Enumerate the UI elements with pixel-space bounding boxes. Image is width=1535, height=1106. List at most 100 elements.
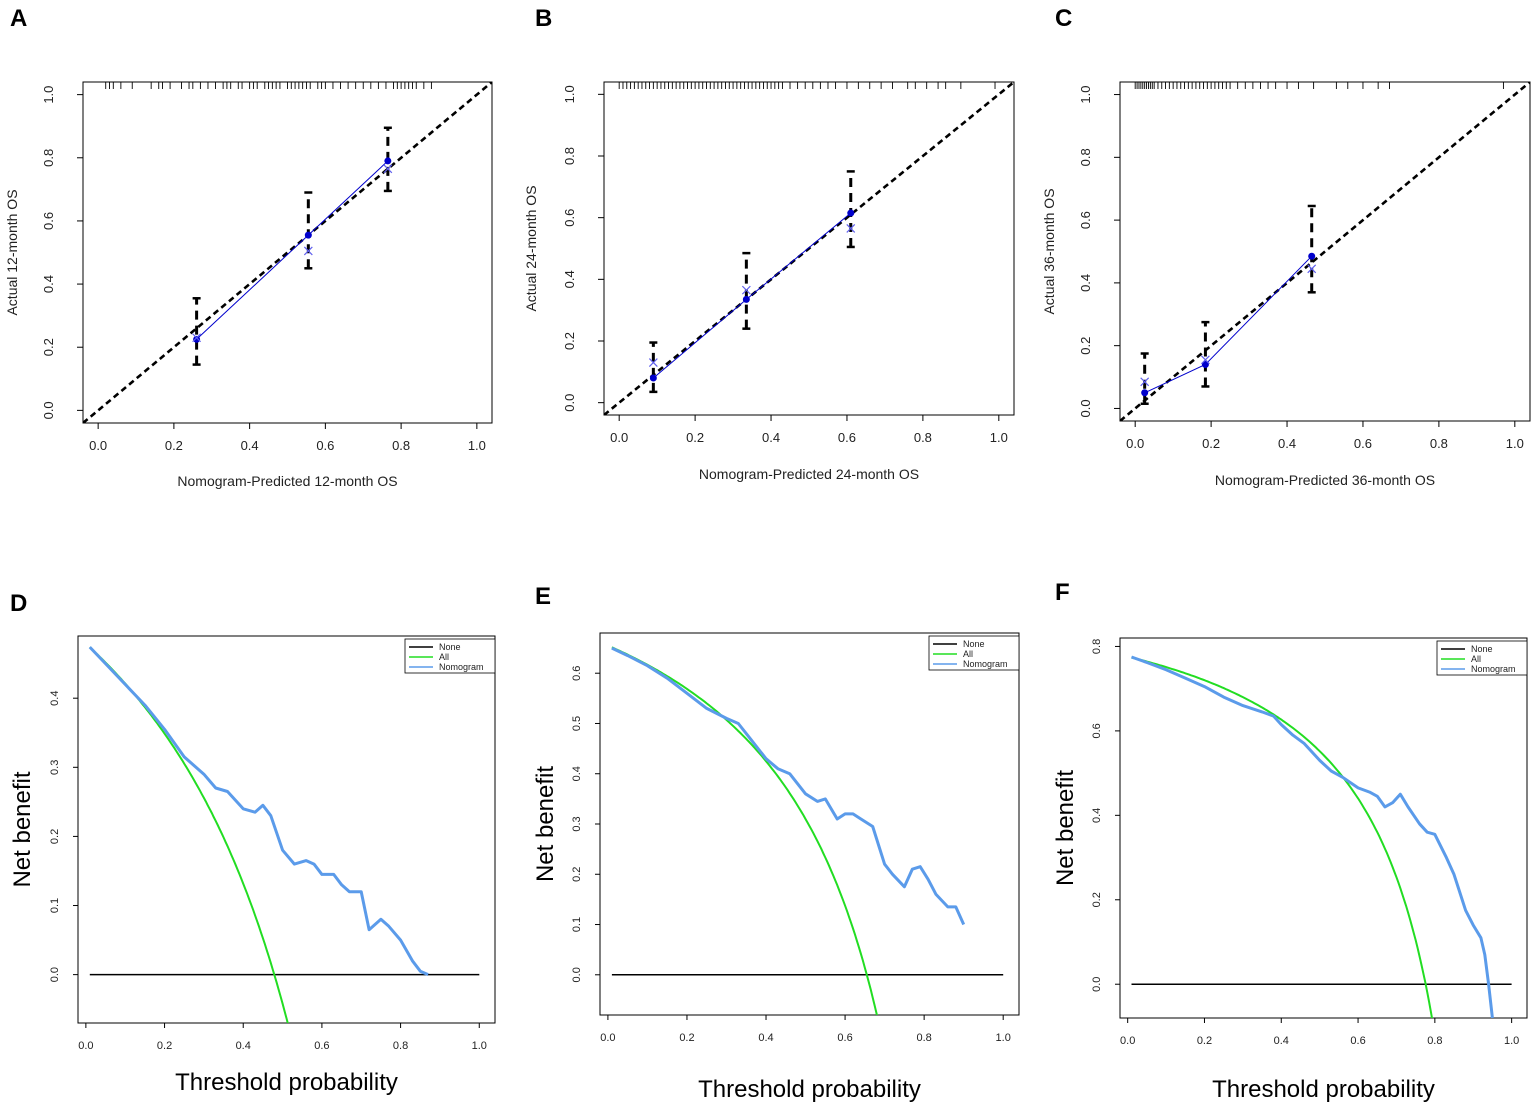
y-tick-label: 0.2 <box>562 332 577 350</box>
x-tick-label: 0.2 <box>1197 1035 1212 1047</box>
y-tick-label: 1.0 <box>1078 86 1093 104</box>
panel-c: C 0.0 0.2 0.4 0.6 0.8 1.0 0.0 0.2 0.4 0.6 0.8 1.0 Nom… <box>1041 5 1531 488</box>
y-tick-label: 0.6 <box>1091 723 1103 738</box>
y-axis-title: Actual 24-month OS <box>523 185 539 311</box>
y-tick-label: 0.6 <box>571 666 583 681</box>
x-tick-label: 0.0 <box>89 438 107 453</box>
nomogram-line <box>611 646 966 926</box>
panel-letter: C <box>1055 5 1072 32</box>
x-tick-label: 1.0 <box>996 1032 1011 1044</box>
ideal-line-group <box>83 82 492 423</box>
y-tick-label: 0.8 <box>41 149 56 167</box>
bias-corrected-point <box>741 285 751 295</box>
observed-point <box>742 295 750 303</box>
legend-label: All <box>1471 654 1481 664</box>
observed-point <box>649 374 657 382</box>
observed-point <box>193 335 201 343</box>
y-tick-label: 0.4 <box>49 691 61 706</box>
panel-e: E 0.0 0.2 0.4 0.6 0.8 1.0 0.0 0.1 0.2 0.3 0.4 0.5 0.6… <box>532 583 1020 1103</box>
x-tick-label: 0.6 <box>314 1040 329 1052</box>
observed-line <box>196 160 389 340</box>
y-axis-title: Actual 12-month OS <box>4 189 20 315</box>
x-tick-label: 0.6 <box>316 438 334 453</box>
x-tick-label: 0.2 <box>157 1040 172 1052</box>
x-tick-label: 1.0 <box>468 438 486 453</box>
y-tick-label: 0.6 <box>562 209 577 227</box>
plot-frame <box>1119 81 1531 422</box>
plot-frame <box>603 81 1015 416</box>
curves-group <box>1130 655 1512 1018</box>
y-tick-label: 0.8 <box>1078 148 1093 166</box>
y-tick-label: 0.8 <box>1091 639 1103 654</box>
y-axis-title: Net benefit <box>1052 770 1079 886</box>
legend-label: All <box>963 649 973 659</box>
curves-group <box>611 646 1004 1015</box>
panel-a: A 0.0 0.2 0.4 0.6 0.8 1.0 0.0 0.2 0.4 0.6 0.8 1.0 Nom… <box>4 5 493 489</box>
x-tick-label: 0.4 <box>1278 436 1296 451</box>
x-tick-label: 1.0 <box>1506 436 1524 451</box>
panel-letter: E <box>535 583 551 610</box>
observed-point <box>1141 389 1149 397</box>
legend-label: Nomogram <box>439 662 484 672</box>
x-axis-title: Nomogram-Predicted 36-month OS <box>1215 472 1435 488</box>
y-tick-label: 0.4 <box>1078 274 1093 292</box>
x-tick-label: 0.0 <box>1126 436 1144 451</box>
y-tick-label: 0.2 <box>1078 337 1093 355</box>
observed-line <box>1144 255 1313 394</box>
ideal-line-group <box>1120 82 1530 421</box>
ideal-line-group <box>604 82 1014 415</box>
y-tick-label: 0.4 <box>1091 808 1103 823</box>
x-tick-label: 0.8 <box>916 1032 931 1044</box>
x-tick-label: 0.8 <box>1430 436 1448 451</box>
legend-label: None <box>1471 644 1493 654</box>
x-tick-label: 0.2 <box>165 438 183 453</box>
x-tick-label: 0.0 <box>78 1040 93 1052</box>
x-tick-label: 0.6 <box>837 1032 852 1044</box>
x-tick-label: 1.0 <box>1504 1035 1519 1047</box>
panel-f: F 0.0 0.2 0.4 0.6 0.8 1.0 0.0 0.2 0.4 0.6 0.8 NoneAl… <box>1052 579 1528 1103</box>
y-axis-title: Net benefit <box>532 766 559 882</box>
x-axis-title: Threshold probability <box>1212 1076 1435 1103</box>
all-line <box>89 646 289 1023</box>
y-axis-title: Actual 36-month OS <box>1041 188 1057 314</box>
y-tick-label: 0.3 <box>49 760 61 775</box>
x-tick-label: 0.8 <box>393 1040 408 1052</box>
x-axis-title: Nomogram-Predicted 12-month OS <box>177 473 397 489</box>
panel-letter: B <box>535 5 552 32</box>
y-tick-label: 0.2 <box>571 867 583 882</box>
bias-corrected-point <box>1307 264 1317 274</box>
all-line <box>611 646 878 1015</box>
bias-corrected-point <box>846 224 856 233</box>
y-tick-label: 0.0 <box>562 394 577 412</box>
ideal-diagonal-line <box>83 82 492 423</box>
y-tick-label: 0.4 <box>41 275 56 293</box>
legend-label: Nomogram <box>963 659 1008 669</box>
x-tick-label: 0.8 <box>392 438 410 453</box>
x-tick-label: 1.0 <box>990 430 1008 445</box>
x-tick-label: 0.0 <box>610 430 628 445</box>
y-tick-label: 1.0 <box>562 85 577 103</box>
panel-letter: A <box>10 5 27 32</box>
all-line <box>1131 656 1433 1018</box>
x-axis-title: Nomogram-Predicted 24-month OS <box>699 466 919 482</box>
panel-b: B 0.0 0.2 0.4 0.6 0.8 1.0 0.0 0.2 0.4 0.6 0.8 1.0 Nom… <box>523 5 1015 482</box>
plot-frame <box>77 635 496 1024</box>
y-tick-label: 0.5 <box>571 716 583 731</box>
y-tick-label: 0.3 <box>571 816 583 831</box>
observed-point <box>1308 252 1316 260</box>
panel-letter: D <box>10 590 27 617</box>
y-tick-label: 0.1 <box>571 917 583 932</box>
observed-point <box>304 231 312 239</box>
x-tick-label: 0.2 <box>679 1032 694 1044</box>
x-axis-title: Threshold probability <box>175 1069 398 1096</box>
bias-corrected-point <box>1200 355 1210 365</box>
x-tick-label: 0.2 <box>1202 436 1220 451</box>
x-tick-label: 0.0 <box>600 1032 615 1044</box>
panel-d: D 0.0 0.2 0.4 0.6 0.8 1.0 0.0 0.1 0.2 0.3 0.4 NoneAl… <box>9 590 496 1096</box>
observed-point <box>1201 361 1209 368</box>
nomogram-line <box>88 646 429 976</box>
